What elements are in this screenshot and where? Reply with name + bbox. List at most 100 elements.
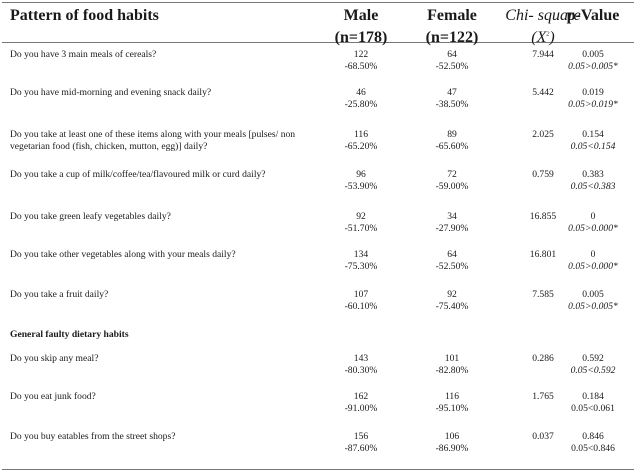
female-count: 34	[447, 211, 457, 222]
female-percent: -75.40%	[435, 301, 469, 312]
male-count: 107	[353, 289, 369, 300]
female-count: 72	[447, 169, 457, 180]
female-percent: -52.50%	[435, 61, 469, 72]
header-p-value: p-Value	[566, 7, 620, 24]
header-chi-sup: 2	[546, 31, 550, 38]
p-value: 0.005	[582, 289, 604, 300]
row-female: 116 -95.10%	[407, 391, 497, 415]
row-question: Do you buy eatables from the street shop…	[10, 431, 176, 442]
female-percent: -65.60%	[435, 141, 469, 152]
row-question: Do you take a fruit daily?	[10, 289, 109, 300]
row-chi: 0.759	[532, 169, 554, 180]
male-percent: -80.30%	[344, 365, 378, 376]
row-male: 143 -80.30%	[316, 353, 406, 377]
row-p: 0.184 0.05<0.061	[552, 391, 634, 415]
p-value: 0.019	[582, 87, 604, 98]
male-count: 156	[353, 431, 369, 442]
p-comparison: 0.05>0.000*	[568, 261, 618, 272]
row-question: Do you have 3 main meals of cereals?	[10, 49, 157, 60]
p-value: 0.005	[582, 49, 604, 60]
row-question: Do you take green leafy vegetables daily…	[10, 211, 171, 222]
row-chi: 0.286	[532, 353, 554, 364]
header-female-label: Female	[427, 7, 477, 24]
row-question: Do you skip any meal?	[10, 353, 99, 364]
row-female: 101 -82.80%	[407, 353, 497, 377]
row-p: 0.005 0.05>0.005*	[552, 49, 634, 73]
row-chi: 16.855	[529, 211, 557, 222]
female-percent: -27.90%	[435, 223, 469, 234]
female-count: 101	[444, 353, 460, 364]
header-male-n: (n=178)	[334, 29, 388, 46]
female-count: 89	[447, 129, 457, 140]
row-female: 106 -86.90%	[407, 431, 497, 455]
row-male: 96 -53.90%	[316, 169, 406, 193]
p-value: 0	[590, 211, 596, 222]
row-question: Do you take a cup of milk/coffee/tea/fla…	[10, 169, 266, 180]
p-comparison: 0.05>0.000*	[568, 223, 618, 234]
row-male: 107 -60.10%	[316, 289, 406, 313]
p-value: 0.592	[582, 353, 604, 364]
row-p: 0 0.05>0.000*	[552, 211, 634, 235]
row-female: 89 -65.60%	[407, 129, 497, 153]
p-comparison: 0.05<0.154	[570, 141, 616, 152]
row-p: 0.005 0.05>0.005*	[552, 289, 634, 313]
row-male: 116 -65.20%	[316, 129, 406, 153]
p-value: 0.383	[582, 169, 604, 180]
header-female-n: (n=122)	[425, 29, 479, 46]
male-percent: -25.80%	[344, 99, 378, 110]
row-female: 72 -59.00%	[407, 169, 497, 193]
female-count: 64	[447, 249, 457, 260]
header-chi-label: Chi- square	[505, 7, 581, 24]
male-count: 92	[356, 211, 366, 222]
p-comparison: 0.05<0.846	[571, 443, 615, 454]
male-count: 46	[356, 87, 366, 98]
row-chi: 7.585	[532, 289, 554, 300]
table-header: Pattern of food habits Male (n=178) Fema…	[2, 3, 634, 46]
p-value: 0.184	[582, 391, 604, 402]
male-percent: -91.00%	[344, 403, 378, 414]
row-male: 46 -25.80%	[316, 87, 406, 111]
p-comparison: 0.05>0.005*	[568, 301, 618, 312]
row-chi: 7.944	[532, 49, 554, 60]
header-pattern: Pattern of food habits	[10, 7, 159, 24]
row-male: 134 -75.30%	[316, 249, 406, 273]
male-count: 96	[356, 169, 366, 180]
male-count: 162	[353, 391, 369, 402]
female-percent: -52.50%	[435, 261, 469, 272]
male-percent: -65.20%	[344, 141, 378, 152]
p-value: 0.154	[582, 129, 604, 140]
p-value: 0.846	[582, 431, 604, 442]
p-comparison: 0.05>0.005*	[568, 61, 618, 72]
row-female: 92 -75.40%	[407, 289, 497, 313]
male-count: 134	[353, 249, 369, 260]
row-p: 0.846 0.05<0.846	[552, 431, 634, 455]
female-percent: -82.80%	[435, 365, 469, 376]
header-chi-symbol: (X	[531, 29, 547, 46]
row-chi: 16.801	[529, 249, 557, 260]
female-count: 92	[447, 289, 457, 300]
p-comparison: 0.05<0.061	[571, 403, 615, 414]
row-p: 0.019 0.05>0.019*	[552, 87, 634, 111]
male-percent: -68.50%	[344, 61, 378, 72]
header-chi-square: Chi- square (X2)	[498, 7, 588, 47]
male-count: 122	[353, 49, 369, 60]
female-percent: -86.90%	[435, 443, 469, 454]
header-chi-close: )	[549, 29, 555, 46]
row-p: 0 0.05>0.000*	[552, 249, 634, 273]
p-comparison: 0.05<0.383	[570, 181, 616, 192]
male-count: 143	[353, 353, 369, 364]
p-comparison: 0.05<0.592	[570, 365, 616, 376]
row-p: 0.154 0.05<0.154	[552, 129, 634, 153]
section-title: General faulty dietary habits	[10, 329, 129, 340]
row-question: Do you take at least one of these items …	[10, 129, 296, 152]
row-female: 34 -27.90%	[407, 211, 497, 235]
row-question: Do you take other vegetables along with …	[10, 249, 236, 260]
row-male: 122 -68.50%	[316, 49, 406, 73]
male-count: 116	[353, 129, 369, 140]
row-chi: 0.037	[532, 431, 554, 442]
male-percent: -75.30%	[344, 261, 378, 272]
row-female: 64 -52.50%	[407, 249, 497, 273]
row-chi: 5.442	[532, 87, 554, 98]
